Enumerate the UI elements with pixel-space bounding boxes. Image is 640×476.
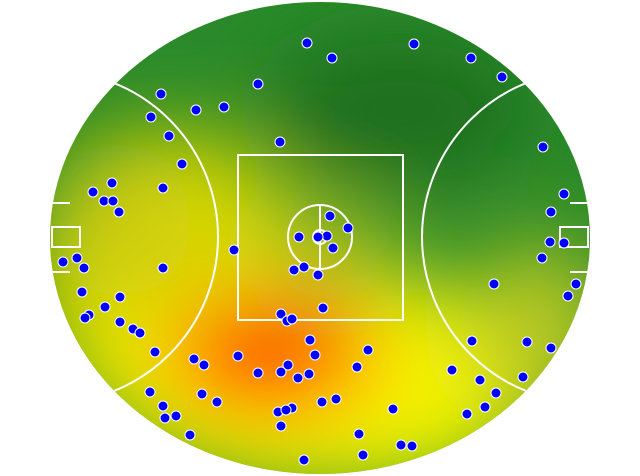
point: [79, 312, 91, 324]
point: [488, 278, 500, 290]
point: [446, 364, 458, 376]
point: [395, 439, 407, 451]
point: [274, 136, 286, 148]
point: [157, 182, 169, 194]
point: [465, 52, 477, 64]
point: [342, 222, 354, 234]
point: [144, 386, 156, 398]
point: [176, 158, 188, 170]
point: [275, 420, 287, 432]
point: [298, 454, 310, 466]
point: [286, 313, 298, 325]
point: [155, 88, 167, 100]
point: [562, 290, 574, 302]
point: [211, 396, 223, 408]
point: [76, 286, 88, 298]
point: [461, 408, 473, 420]
point: [312, 269, 324, 281]
point: [545, 342, 557, 354]
point: [353, 428, 365, 440]
point: [408, 38, 420, 50]
point: [309, 349, 321, 361]
point: [537, 141, 549, 153]
point: [106, 177, 118, 189]
point: [324, 210, 336, 222]
point: [292, 372, 304, 384]
point: [157, 400, 169, 412]
point: [327, 242, 339, 254]
point: [545, 206, 557, 218]
point: [159, 412, 171, 424]
point: [252, 367, 264, 379]
point: [218, 101, 230, 113]
point: [312, 231, 324, 243]
point: [145, 111, 157, 123]
point: [114, 291, 126, 303]
point: [198, 359, 210, 371]
point: [536, 252, 548, 264]
point: [521, 336, 533, 348]
point: [303, 368, 315, 380]
point: [170, 410, 182, 422]
point: [196, 388, 208, 400]
point: [330, 393, 342, 405]
point: [57, 256, 69, 268]
point: [275, 308, 287, 320]
point: [479, 401, 491, 413]
point: [558, 237, 570, 249]
point: [107, 195, 119, 207]
point: [466, 335, 478, 347]
point: [188, 353, 200, 365]
point: [496, 71, 508, 83]
point: [474, 374, 486, 386]
point: [184, 429, 196, 441]
point: [316, 396, 328, 408]
point: [149, 346, 161, 358]
point: [252, 78, 264, 90]
point: [301, 37, 313, 49]
point: [298, 261, 310, 273]
point: [357, 449, 369, 461]
point: [157, 262, 169, 274]
point: [134, 327, 146, 339]
point: [163, 130, 175, 142]
point: [275, 366, 287, 378]
point: [490, 387, 502, 399]
point: [544, 236, 556, 248]
point: [87, 186, 99, 198]
point: [387, 403, 399, 415]
point: [288, 264, 300, 276]
point: [304, 334, 316, 346]
point: [351, 361, 363, 373]
point: [293, 231, 305, 243]
point: [228, 244, 240, 256]
point: [232, 350, 244, 362]
point: [78, 262, 90, 274]
point: [280, 404, 292, 416]
point: [570, 278, 582, 290]
point: [71, 252, 83, 264]
point: [558, 188, 570, 200]
point: [113, 206, 125, 218]
point: [517, 371, 529, 383]
points: [57, 37, 582, 466]
point: [282, 359, 294, 371]
point: [317, 302, 329, 314]
point: [326, 52, 338, 64]
point: [99, 301, 111, 313]
point: [362, 344, 374, 356]
point: [190, 104, 202, 116]
point: [406, 440, 418, 452]
point: [321, 230, 333, 242]
point: [114, 316, 126, 328]
